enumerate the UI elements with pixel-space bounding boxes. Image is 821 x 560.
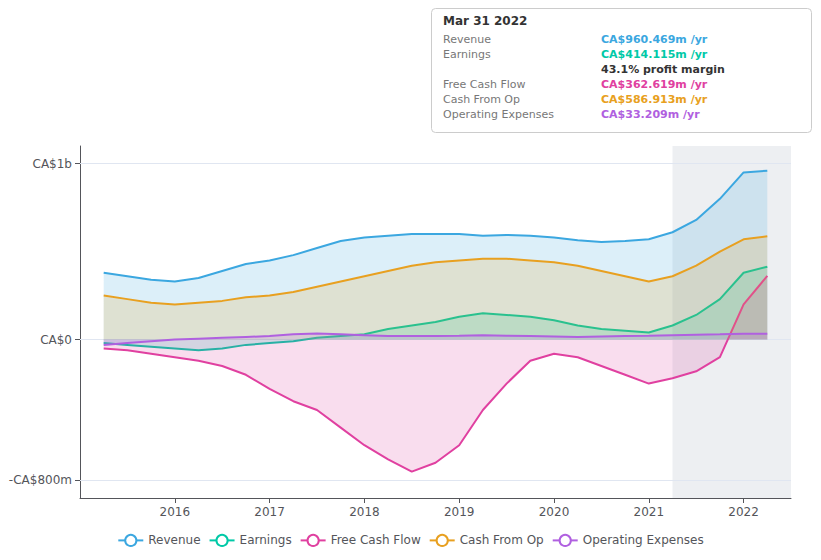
svg-text:CA$960.469m /yr: CA$960.469m /yr [601,33,708,46]
svg-text:2018: 2018 [349,505,380,519]
svg-text:-CA$800m: -CA$800m [9,473,72,487]
svg-text:Earnings: Earnings [443,48,491,61]
svg-text:2021: 2021 [634,505,665,519]
svg-text:43.1% profit margin: 43.1% profit margin [601,63,725,76]
svg-text:Operating Expenses: Operating Expenses [443,108,554,121]
svg-text:Revenue: Revenue [148,533,200,547]
svg-text:2022: 2022 [728,505,759,519]
svg-text:Cash From Op: Cash From Op [443,93,520,106]
svg-text:Earnings: Earnings [240,533,292,547]
svg-text:2019: 2019 [444,505,475,519]
svg-text:Cash From Op: Cash From Op [460,533,544,547]
svg-text:Free Cash Flow: Free Cash Flow [443,78,526,91]
svg-text:2016: 2016 [160,505,191,519]
svg-text:2017: 2017 [254,505,285,519]
svg-text:Free Cash Flow: Free Cash Flow [331,533,421,547]
svg-text:CA$0: CA$0 [40,333,72,347]
svg-text:2020: 2020 [539,505,570,519]
svg-text:CA$33.209m /yr: CA$33.209m /yr [601,108,700,121]
svg-text:CA$362.619m /yr: CA$362.619m /yr [601,78,708,91]
svg-text:CA$1b: CA$1b [33,157,72,171]
svg-text:Mar 31 2022: Mar 31 2022 [443,14,527,28]
svg-text:CA$414.115m /yr: CA$414.115m /yr [601,48,708,61]
svg-text:Revenue: Revenue [443,33,491,46]
svg-text:CA$586.913m /yr: CA$586.913m /yr [601,93,708,106]
svg-text:Operating Expenses: Operating Expenses [583,533,704,547]
